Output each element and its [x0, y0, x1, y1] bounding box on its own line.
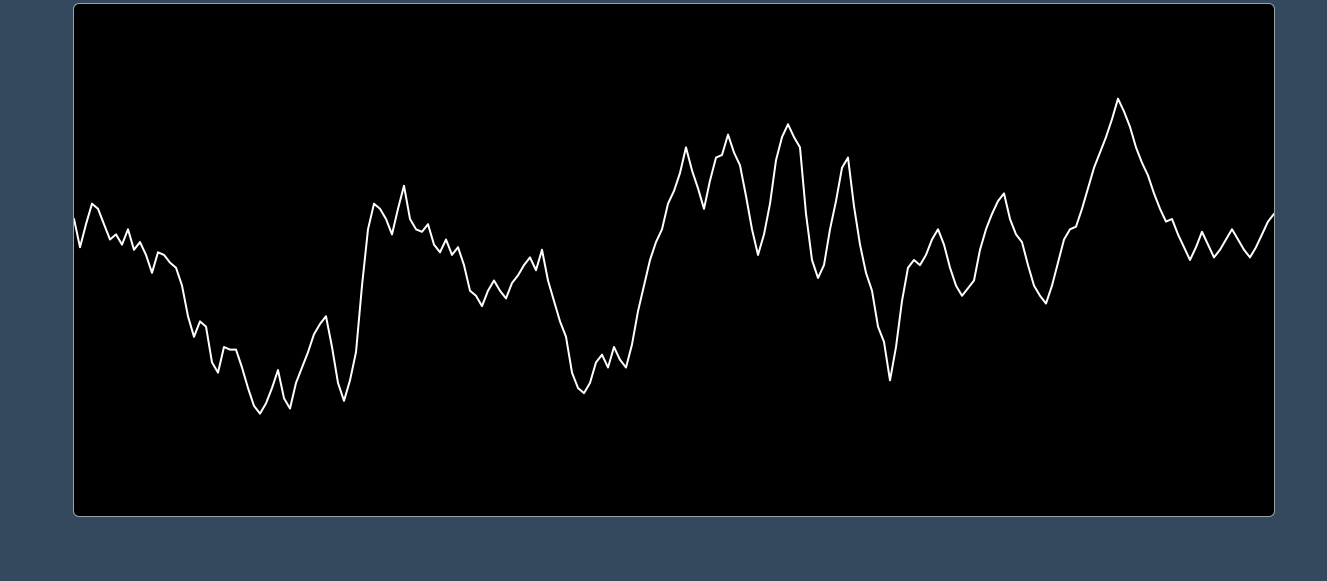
waveform-canvas	[73, 3, 1275, 517]
waveform-chart	[74, 97, 1274, 415]
series-line-waveform	[74, 97, 1274, 415]
